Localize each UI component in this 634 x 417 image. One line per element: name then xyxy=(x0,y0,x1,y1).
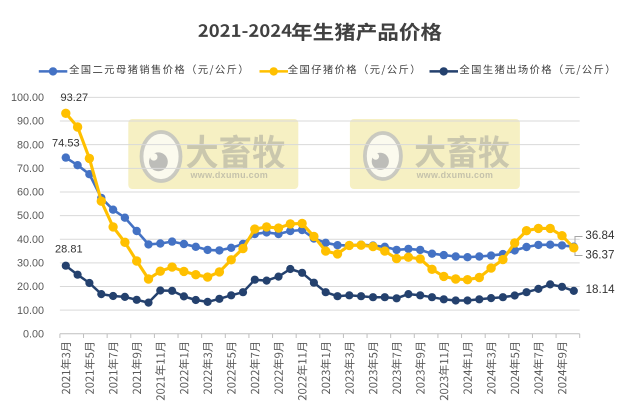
svg-text:28.81: 28.81 xyxy=(55,244,83,256)
svg-text:90.00: 90.00 xyxy=(17,116,44,128)
svg-text:60.00: 60.00 xyxy=(17,187,44,199)
svg-text:50.00: 50.00 xyxy=(17,210,44,222)
svg-text:www.dxumu.com: www.dxumu.com xyxy=(416,170,494,180)
svg-text:18.14: 18.14 xyxy=(586,283,616,296)
svg-text:0.00: 0.00 xyxy=(23,328,44,340)
svg-text:www.dxumu.com: www.dxumu.com xyxy=(190,170,269,180)
svg-text:36.37: 36.37 xyxy=(585,249,614,262)
svg-text:20.00: 20.00 xyxy=(17,281,44,293)
svg-text:10.00: 10.00 xyxy=(17,305,44,317)
svg-text:74.53: 74.53 xyxy=(52,137,80,149)
svg-text:70.00: 70.00 xyxy=(17,163,44,175)
svg-text:30.00: 30.00 xyxy=(17,258,44,270)
svg-text:80.00: 80.00 xyxy=(17,139,44,151)
svg-text:100.00: 100.00 xyxy=(11,92,44,104)
svg-text:40.00: 40.00 xyxy=(17,234,44,246)
svg-text:93.27: 93.27 xyxy=(61,92,89,104)
svg-text:36.84: 36.84 xyxy=(585,229,615,242)
